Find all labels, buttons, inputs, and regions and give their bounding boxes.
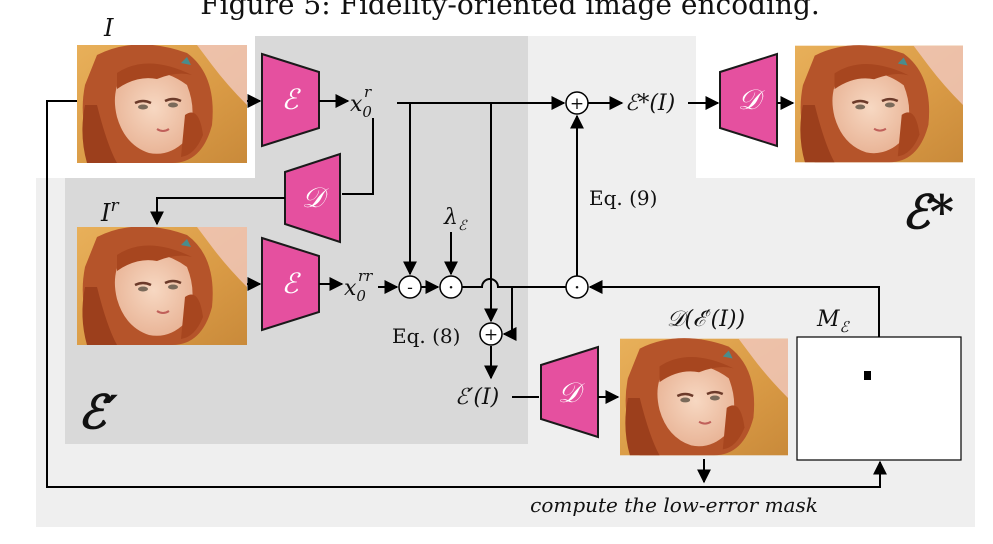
- e-star-output-label: ℰ*(I): [625, 91, 675, 116]
- connections: [46, 94, 887, 488]
- d-e-prime-label: 𝒟(ℰ′(I)): [667, 307, 745, 332]
- encoder-symbol: ℰ: [282, 83, 302, 116]
- decoder-block-top-right: 𝒟: [719, 52, 778, 148]
- svg-text:·: ·: [448, 275, 454, 299]
- recon-photo: [77, 227, 247, 345]
- region-e-star-label: ℰ*: [902, 185, 954, 239]
- figure-caption: Figure 5: Fidelity-oriented image encodi…: [200, 0, 820, 21]
- eq8-label: Eq. (8): [392, 324, 460, 348]
- e-prime-output-label: ℰ′(I): [455, 385, 499, 410]
- input-photo: [77, 45, 247, 163]
- svg-text:-: -: [407, 278, 413, 298]
- output-photo: [795, 45, 963, 163]
- op-plus-eq8: +: [479, 322, 503, 346]
- eq9-label: Eq. (9): [589, 186, 657, 210]
- encoder-block-bottom: ℰ: [261, 236, 320, 332]
- encoder-symbol: ℰ: [282, 267, 302, 300]
- x0-rr-label: x0rr: [344, 267, 373, 305]
- low-error-mask-box: [796, 336, 962, 461]
- decoder-block-mid: 𝒟: [284, 152, 341, 244]
- mask-blob: [864, 371, 871, 380]
- mask-label: Mℰ: [816, 307, 851, 336]
- svg-text:·: ·: [574, 275, 580, 299]
- op-dot-mask: ·: [565, 275, 589, 299]
- recon-image-label: Ir: [100, 196, 119, 227]
- encoder-block-top: ℰ: [261, 52, 320, 148]
- op-plus-top: +: [565, 91, 589, 115]
- svg-text:+: +: [570, 94, 584, 114]
- decoder-block-bottom: 𝒟: [540, 345, 599, 439]
- lambda-label: λℰ: [443, 205, 468, 234]
- op-minus: -: [398, 275, 422, 299]
- decoded-e-prime-photo: [620, 337, 788, 457]
- region-e-prime-label: ℰ′: [78, 385, 118, 439]
- svg-text:+: +: [484, 325, 498, 345]
- mask-caption: compute the low-error mask: [530, 493, 818, 517]
- op-dot-lambda: ·: [439, 275, 463, 299]
- input-image-label: I: [103, 14, 114, 42]
- x0-r-label: x0r: [350, 83, 372, 121]
